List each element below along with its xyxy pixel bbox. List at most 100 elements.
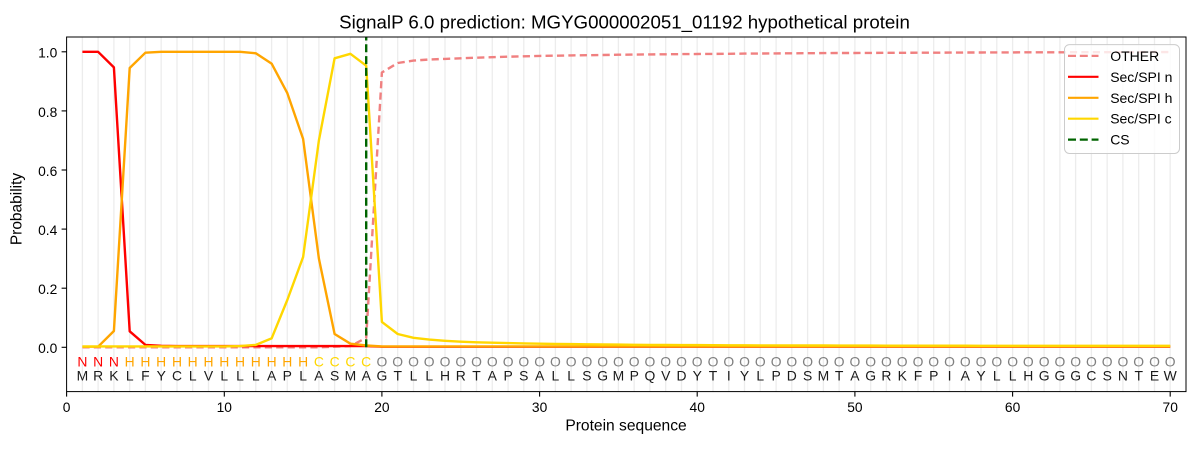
svg-text:O: O (534, 353, 545, 369)
svg-text:W: W (1164, 367, 1178, 383)
svg-text:P: P (503, 367, 512, 383)
svg-text:Y: Y (693, 367, 702, 383)
svg-text:O: O (487, 353, 498, 369)
svg-text:A: A (535, 367, 545, 383)
svg-text:O: O (1165, 353, 1176, 369)
svg-text:O: O (991, 353, 1002, 369)
svg-text:O: O (408, 353, 419, 369)
svg-text:O: O (1054, 353, 1065, 369)
svg-text:O: O (455, 353, 466, 369)
svg-text:R: R (93, 367, 103, 383)
svg-text:C: C (314, 353, 324, 369)
svg-text:O: O (597, 353, 608, 369)
svg-text:Protein sequence: Protein sequence (565, 418, 686, 435)
svg-text:A: A (314, 367, 324, 383)
svg-text:O: O (1102, 353, 1113, 369)
svg-text:L: L (993, 367, 1001, 383)
svg-text:O: O (834, 353, 845, 369)
svg-text:O: O (1039, 353, 1050, 369)
svg-text:O: O (392, 353, 403, 369)
svg-text:O: O (581, 353, 592, 369)
svg-text:O: O (928, 353, 939, 369)
svg-text:P: P (771, 367, 780, 383)
svg-text:P: P (630, 367, 639, 383)
svg-text:0.2: 0.2 (38, 282, 57, 297)
svg-text:L: L (252, 367, 260, 383)
svg-text:L: L (1009, 367, 1017, 383)
svg-text:T: T (1134, 367, 1143, 383)
svg-text:Y: Y (976, 367, 985, 383)
svg-text:S: S (519, 367, 528, 383)
svg-text:K: K (898, 367, 908, 383)
svg-text:G: G (1054, 367, 1065, 383)
svg-text:30: 30 (532, 400, 548, 415)
svg-text:P: P (929, 367, 938, 383)
svg-text:V: V (204, 367, 214, 383)
svg-text:M: M (345, 367, 357, 383)
svg-text:0: 0 (63, 400, 71, 415)
svg-text:O: O (1117, 353, 1128, 369)
svg-text:O: O (660, 353, 671, 369)
svg-text:O: O (708, 353, 719, 369)
svg-text:F: F (914, 367, 923, 383)
svg-text:A: A (362, 367, 372, 383)
svg-text:O: O (849, 353, 860, 369)
svg-text:R: R (456, 367, 466, 383)
svg-text:O: O (376, 353, 387, 369)
svg-text:G: G (1070, 367, 1081, 383)
svg-text:L: L (299, 367, 307, 383)
svg-text:H: H (440, 367, 450, 383)
svg-text:O: O (723, 353, 734, 369)
svg-text:50: 50 (847, 400, 863, 415)
svg-text:O: O (913, 353, 924, 369)
svg-text:O: O (771, 353, 782, 369)
svg-text:O: O (1086, 353, 1097, 369)
svg-text:Q: Q (644, 367, 655, 383)
svg-text:Y: Y (740, 367, 749, 383)
svg-text:N: N (93, 353, 103, 369)
svg-text:O: O (865, 353, 876, 369)
svg-text:H: H (125, 353, 135, 369)
svg-text:H: H (1023, 367, 1033, 383)
svg-text:A: A (850, 367, 860, 383)
svg-text:O: O (1070, 353, 1081, 369)
svg-text:O: O (944, 353, 955, 369)
svg-text:P: P (283, 367, 292, 383)
svg-text:A: A (267, 367, 277, 383)
svg-text:N: N (77, 353, 87, 369)
svg-text:O: O (786, 353, 797, 369)
svg-text:SignalP 6.0 prediction: MGYG00: SignalP 6.0 prediction: MGYG000002051_01… (339, 11, 910, 33)
svg-text:Sec/SPI n: Sec/SPI n (1110, 69, 1172, 85)
svg-text:Y: Y (157, 367, 166, 383)
svg-text:O: O (471, 353, 482, 369)
svg-text:I: I (727, 367, 731, 383)
svg-text:40: 40 (690, 400, 706, 415)
svg-text:C: C (172, 367, 182, 383)
svg-text:S: S (330, 367, 339, 383)
svg-text:O: O (802, 353, 813, 369)
svg-text:Sec/SPI h: Sec/SPI h (1110, 90, 1172, 106)
svg-text:F: F (141, 367, 150, 383)
svg-text:O: O (818, 353, 829, 369)
svg-text:T: T (835, 367, 844, 383)
svg-text:H: H (251, 353, 261, 369)
svg-text:C: C (361, 353, 371, 369)
svg-text:H: H (298, 353, 308, 369)
svg-text:O: O (692, 353, 703, 369)
svg-text:T: T (472, 367, 481, 383)
svg-text:O: O (503, 353, 514, 369)
svg-text:CS: CS (1110, 132, 1129, 148)
svg-text:H: H (156, 353, 166, 369)
svg-text:L: L (552, 367, 560, 383)
svg-text:20: 20 (374, 400, 390, 415)
svg-text:C: C (1086, 367, 1096, 383)
svg-text:O: O (976, 353, 987, 369)
svg-text:L: L (410, 367, 418, 383)
svg-text:H: H (172, 353, 182, 369)
svg-text:C: C (345, 353, 355, 369)
svg-text:70: 70 (1163, 400, 1179, 415)
svg-text:OTHER: OTHER (1110, 48, 1159, 64)
svg-text:L: L (567, 367, 575, 383)
svg-text:N: N (1118, 367, 1128, 383)
svg-text:S: S (803, 367, 812, 383)
